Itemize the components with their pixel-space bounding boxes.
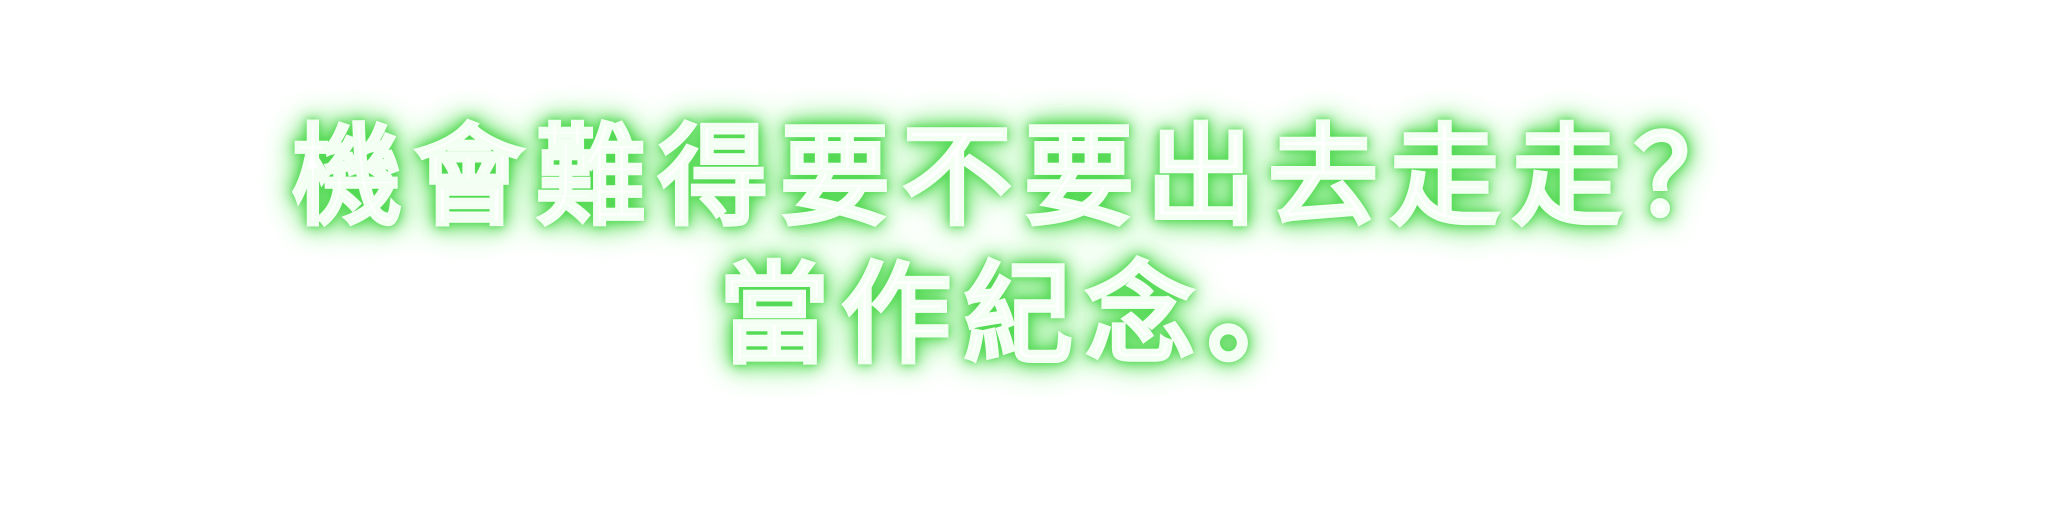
- subtitle-line-1: 機會難得要不要出去走走？: [291, 112, 1756, 242]
- subtitle-line-2: 當作紀念。: [718, 250, 1329, 380]
